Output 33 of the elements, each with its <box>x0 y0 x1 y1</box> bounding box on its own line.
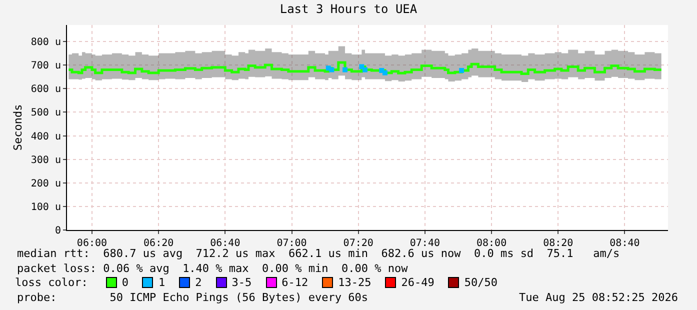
y-tick-label: 800 u <box>30 36 61 48</box>
legend-label: 3-5 <box>230 276 252 289</box>
y-tick-label: 100 u <box>30 202 61 213</box>
x-tick-label: 06:40 <box>210 238 240 249</box>
y-tick-label: 200 u <box>30 178 61 190</box>
x-tick-label: 08:00 <box>476 238 507 249</box>
text: median rtt: 680.7 us avg 712.2 us max 662.1 us min 682.6 us now 0.0 ms sd 75.1 am/s <box>17 247 620 260</box>
chart-title: Last 3 Hours to UEA <box>280 2 418 16</box>
legend-label: 0 <box>120 276 128 289</box>
y-tick-label: 600 u <box>30 84 61 96</box>
legend-label: 2 <box>194 276 202 289</box>
text: probe: 50 ICMP Echo Pings (56 Bytes) every 60s <box>17 291 368 304</box>
legend-label: 6-12 <box>280 276 308 289</box>
x-tick-label: 07:40 <box>410 238 440 249</box>
legend-label: 1 <box>157 276 166 289</box>
text: Tue Aug 25 08:52:25 2026 <box>519 291 678 304</box>
x-tick-label: 07:20 <box>343 238 374 249</box>
legend-label: 26-49 <box>400 276 434 289</box>
x-tick-label: 06:00 <box>76 238 108 249</box>
legend-label: 13-25 <box>337 276 372 289</box>
x-tick-label: 08:40 <box>610 238 640 249</box>
y-tick-label: 300 u <box>30 154 61 166</box>
y-axis-title: Seconds <box>12 104 25 151</box>
y-tick-label: 400 u <box>30 131 61 142</box>
y-tick-label: 500 u <box>30 108 61 119</box>
text: packet loss: 0.06 % avg 1.40 % max 0.00 % min 0.00 % now <box>17 262 408 275</box>
legend-title: loss color: <box>15 276 88 289</box>
x-tick-label: 06:20 <box>144 238 174 249</box>
x-tick-label: 07:00 <box>276 238 307 249</box>
y-tick-label: 0 <box>54 226 61 236</box>
legend-label: 50/50 <box>463 276 498 289</box>
y-tick-label: 700 u <box>30 60 61 72</box>
x-tick-label: 08:20 <box>543 238 574 249</box>
